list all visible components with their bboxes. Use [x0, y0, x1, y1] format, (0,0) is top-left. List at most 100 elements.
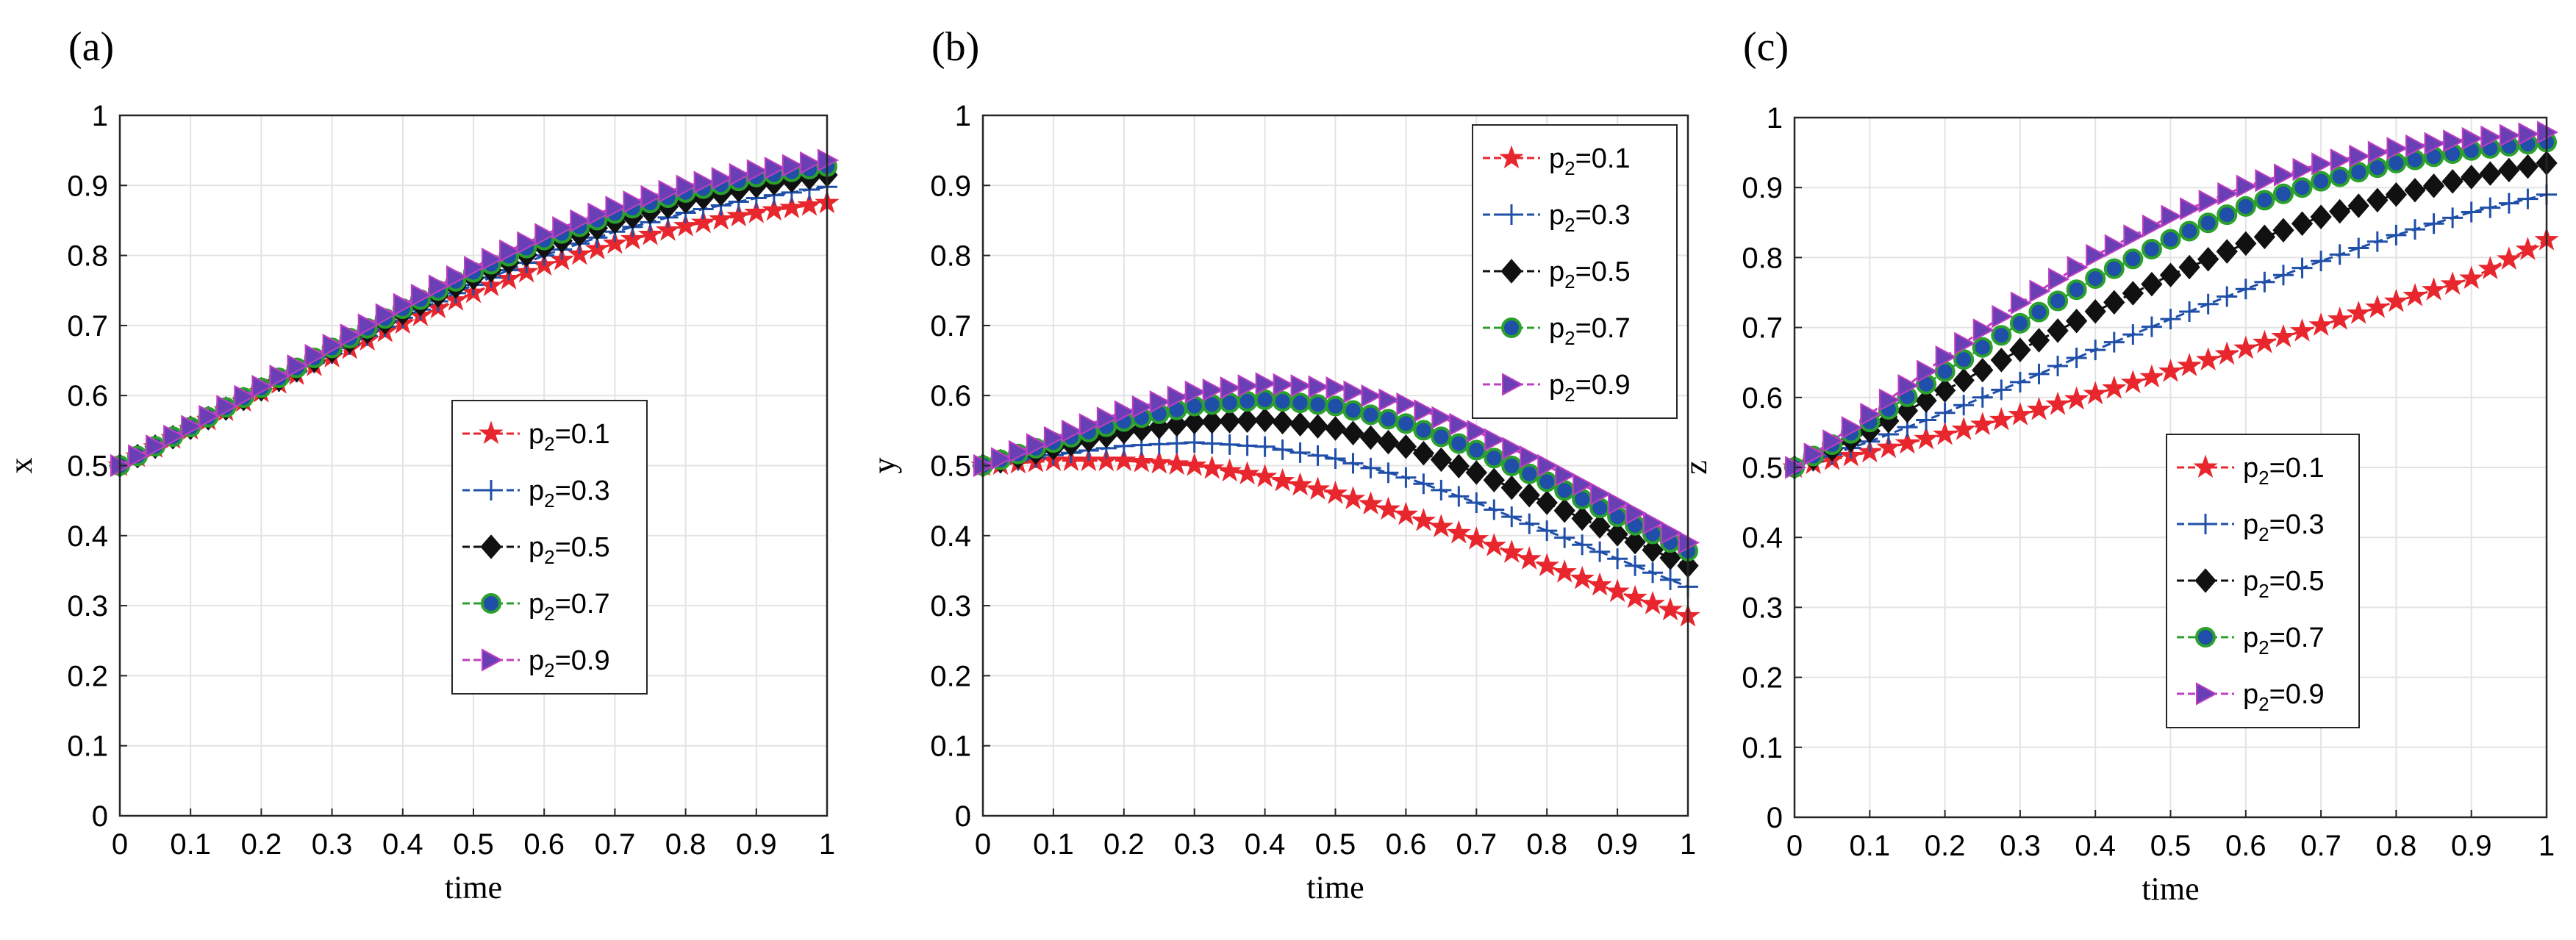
data-point [1519, 463, 1540, 484]
data-point [2179, 301, 2200, 322]
legend-item-5: p2=0.9 [2177, 679, 2325, 715]
data-point [1555, 463, 1577, 487]
data-point [2480, 125, 2502, 149]
data-point [2272, 265, 2294, 286]
data-point [2045, 391, 2070, 415]
data-point [1992, 304, 2014, 329]
data-point [2197, 212, 2219, 234]
data-point [602, 230, 628, 254]
legend-label: p2=0.1 [529, 419, 610, 455]
data-point [1290, 374, 1312, 398]
data-point [1916, 409, 1937, 431]
x-tick-label: 1 [819, 828, 835, 861]
data-point [1643, 511, 1665, 535]
data-point [1273, 373, 1295, 397]
y-tick-label: 0.6 [930, 380, 971, 412]
data-point [2064, 386, 2089, 410]
x-tick-label: 0 [975, 828, 991, 861]
data-point [2366, 187, 2389, 213]
data-point [1573, 473, 1595, 496]
data-point [744, 199, 769, 223]
data-point [1325, 395, 1346, 417]
legend-item-3: p2=0.5 [462, 532, 610, 568]
data-point [2141, 238, 2162, 259]
data-point [2477, 256, 2502, 280]
y-tick-label: 0.4 [67, 520, 108, 553]
data-point [2461, 201, 2482, 223]
data-point [620, 226, 645, 250]
legend-marker [1501, 317, 1522, 338]
data-point [1972, 387, 1993, 408]
data-point [2383, 288, 2409, 312]
y-tick-label: 0.3 [1742, 592, 1783, 624]
x-tick-label: 0.8 [2376, 830, 2417, 862]
legend-label: p2=0.7 [529, 589, 610, 625]
data-point [2252, 329, 2278, 354]
data-point [1149, 390, 1171, 414]
data-point [1464, 526, 1489, 550]
data-point [2349, 144, 2371, 168]
data-point [1605, 578, 1630, 603]
data-point [534, 223, 557, 246]
legend-item-5: p2=0.9 [1483, 370, 1631, 406]
data-point [1448, 486, 1470, 507]
data-point [1361, 384, 1383, 408]
data-point [2289, 318, 2315, 342]
data-point [2291, 177, 2313, 198]
data-point [1658, 597, 1683, 621]
data-point [637, 221, 663, 245]
data-point [1499, 539, 1524, 563]
data-point [1590, 482, 1612, 506]
data-point [2197, 247, 2219, 272]
x-tick-label: 0 [1786, 830, 1803, 862]
data-point [1934, 402, 1956, 423]
data-point [640, 184, 662, 209]
data-point [2160, 229, 2181, 250]
data-point [1642, 537, 1664, 563]
data-point [2120, 370, 2146, 394]
data-point [1660, 569, 1681, 590]
data-point [1396, 392, 1418, 416]
data-point [1217, 458, 1242, 482]
y-tick-label: 0.6 [67, 380, 108, 412]
data-point [729, 162, 751, 187]
data-point [2086, 243, 2108, 268]
data-point [2029, 279, 2051, 303]
data-point [2235, 195, 2256, 217]
data-point [1517, 546, 1542, 570]
data-point [726, 203, 751, 227]
data-point [2253, 224, 2276, 250]
data-point [1500, 475, 1523, 501]
x-axis-title: time [2142, 871, 2199, 907]
data-point [1519, 513, 1540, 534]
data-point [1431, 426, 1452, 448]
legend-label: p2=0.9 [1549, 370, 1631, 406]
x-tick-label: 0.3 [2000, 830, 2041, 862]
y-tick-label: 0.4 [1742, 522, 1783, 554]
data-point [2291, 211, 2314, 236]
data-point [1860, 402, 1882, 426]
x-tick-label: 0.7 [595, 828, 636, 861]
x-tick-label: 0.7 [1456, 828, 1497, 861]
data-point [2066, 279, 2087, 301]
x-tick-label: 0.2 [1925, 830, 1966, 862]
data-point [2424, 132, 2446, 155]
data-point [1990, 348, 2012, 373]
data-point [2123, 224, 2145, 248]
legend: p2=0.1 p2=0.3 p2=0.5 p2=0.7 p2=0.9 [451, 400, 648, 695]
x-axis-title: time [1306, 869, 1364, 905]
data-point [1323, 481, 1348, 504]
data-point [198, 404, 221, 428]
data-point [128, 444, 150, 467]
data-point [1200, 455, 1225, 479]
x-tick-label: 0.1 [170, 828, 211, 861]
y-tick-label: 0.2 [1742, 662, 1783, 695]
data-point [1253, 407, 1276, 433]
data-point [2347, 193, 2369, 218]
data-point [1466, 439, 1487, 461]
data-point [1395, 467, 1417, 488]
chart-panel-2: 0 0.1 0.2 0.3 0.4 0.5 0.6 0.7 0.8 0.9 1 0 0.1 0.2 0.3 0… [866, 24, 1700, 905]
data-point [1932, 421, 1958, 445]
legend: p2=0.1 p2=0.3 p2=0.5 p2=0.7 p2=0.9 [1472, 124, 1678, 419]
legend-item-2: p2=0.3 [462, 476, 610, 512]
